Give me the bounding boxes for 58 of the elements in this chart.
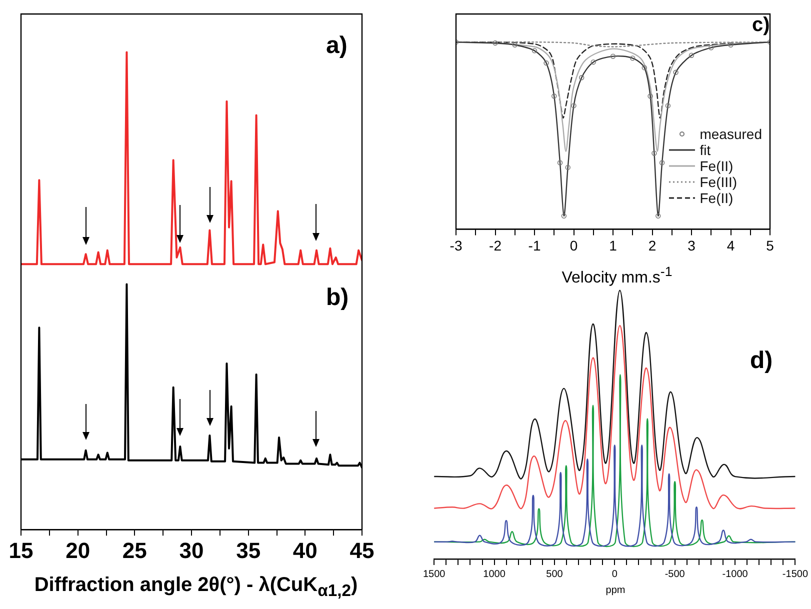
x-axis-title: Velocity mm.s$^{-1}$: [560, 264, 674, 288]
text: c): [752, 14, 770, 37]
point: [728, 42, 734, 48]
annotation: b): [326, 284, 349, 312]
legend-label: Fe(III): [700, 174, 738, 190]
x-axis-title: ppm: [604, 585, 626, 596]
legend-label: Fe(II): [700, 158, 734, 174]
x-tick-label: 0: [570, 237, 578, 254]
legend-label: measured: [700, 126, 762, 142]
x-tick-label: -2: [489, 237, 502, 254]
x-tick-label: 35: [236, 538, 261, 563]
point: [673, 70, 678, 75]
point: [579, 75, 584, 80]
x-tick-label: 5: [766, 237, 774, 254]
legend-label: Fe(II): [700, 190, 734, 206]
point: [642, 65, 647, 70]
legend-label: fit: [700, 142, 711, 158]
x-tick-label: 1: [609, 237, 618, 254]
x-tick-label: 20: [66, 538, 90, 563]
x-tick-label: -1: [528, 237, 541, 254]
x-tick-label: 45: [350, 538, 374, 563]
x-tick-label: -3: [450, 237, 462, 254]
x-tick-label: 2: [648, 237, 656, 254]
point: [492, 40, 498, 46]
annotation: a): [326, 32, 348, 60]
annotation: d): [750, 347, 773, 375]
point: [557, 160, 563, 166]
point: [688, 52, 694, 58]
x-tick-label: 30: [179, 538, 204, 563]
point: [708, 45, 714, 50]
x-tick-label: 25: [122, 538, 147, 563]
point: [552, 94, 557, 99]
point: [532, 48, 538, 54]
x-tick-label: 40: [292, 538, 318, 563]
x-tick-label: -500: [664, 568, 686, 580]
x-tick-label: 15: [8, 538, 34, 563]
point: [571, 103, 576, 108]
x-tick-label: 0: [612, 568, 618, 580]
x-tick-label: 3: [688, 237, 696, 254]
point: [656, 213, 661, 219]
point: [665, 103, 671, 108]
point: [610, 54, 616, 59]
point: [659, 160, 665, 166]
x-tick-label: 1000: [483, 568, 506, 580]
x-tick-label: 1500: [423, 568, 446, 580]
point: [590, 59, 596, 65]
point: [512, 42, 518, 48]
point: [544, 60, 549, 66]
x-tick-label: 4: [726, 237, 735, 254]
x-axis-title: Diffraction angle 2θ(°) - λ(CuK$_{α1,2}$): [33, 574, 359, 601]
point: [630, 56, 636, 61]
x-tick-label: -1000: [722, 568, 748, 580]
x-tick-label: -1500: [782, 568, 808, 580]
point: [648, 94, 653, 99]
point: [652, 150, 657, 156]
point: [565, 164, 570, 170]
x-tick-label: 500: [546, 568, 564, 580]
point: [561, 213, 567, 219]
